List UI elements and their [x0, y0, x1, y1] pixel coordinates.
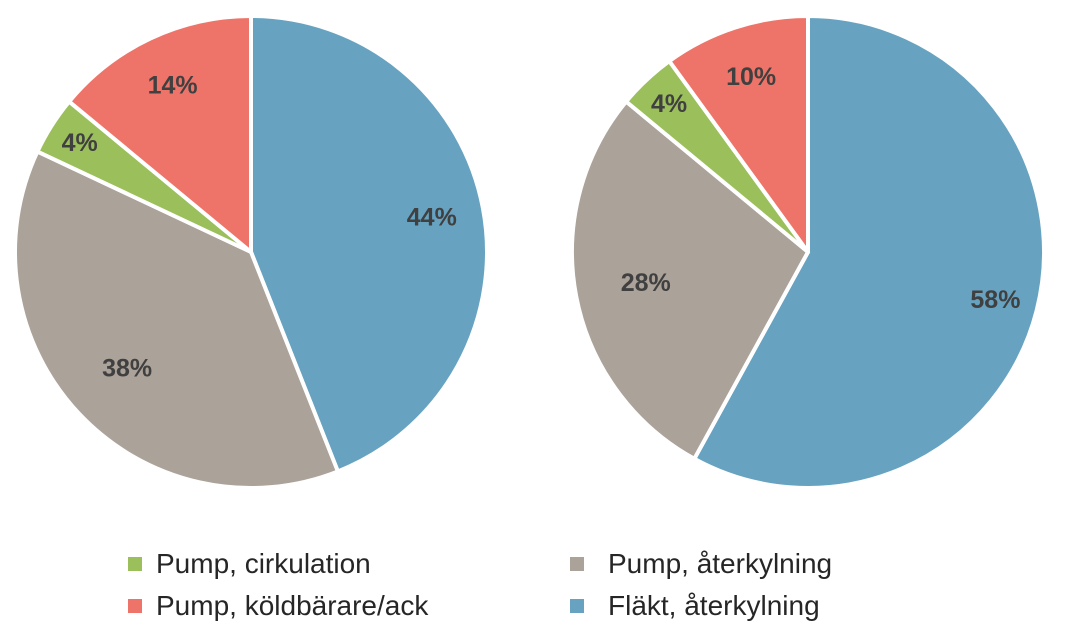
pie1-label-pump-cirkulation: 4%: [62, 129, 98, 157]
legend: Pump, cirkulation Pump, återkylning Pump…: [0, 540, 1068, 640]
pie1-slice-pump-koldbarare: [67, 14, 253, 254]
pie1-label-pump-aterkylning: 38%: [102, 354, 152, 382]
legend-item-pump-aterkylning: Pump, återkylning: [570, 548, 832, 580]
pie2-slice-flakt-aterkylning: [692, 14, 1046, 490]
pie1-label-pump-koldbarare: 14%: [148, 71, 198, 99]
pie2-label-pump-koldbarare: 10%: [726, 63, 776, 91]
pie2-label-pump-cirkulation: 4%: [651, 90, 687, 118]
pie2-label-pump-aterkylning: 28%: [621, 269, 671, 297]
pie-charts: 44% 38% 4% 14% 58% 28% 4% 10%: [13, 14, 1046, 490]
pie2-slice-pump-aterkylning: [570, 99, 810, 461]
legend-label: Fläkt, återkylning: [608, 590, 820, 621]
pie1-slice-flakt-aterkylning: [249, 14, 489, 474]
legend-swatch: [570, 599, 584, 613]
legend-item-flakt-aterkylning: Fläkt, återkylning: [570, 590, 820, 622]
pie2-label-flakt-aterkylning: 58%: [970, 286, 1020, 314]
legend-swatch: [128, 599, 142, 613]
pie1-slice-pump-aterkylning: [13, 149, 340, 490]
pie2-slice-pump-koldbarare: [667, 14, 810, 254]
legend-label: Pump, cirkulation: [156, 548, 371, 579]
legend-swatch: [570, 557, 584, 571]
legend-swatch: [128, 557, 142, 571]
legend-item-pump-cirkulation: Pump, cirkulation: [128, 548, 371, 580]
legend-label: Pump, återkylning: [608, 548, 833, 579]
pie1-label-flakt-aterkylning: 44%: [407, 204, 457, 232]
legend-item-pump-koldbarare: Pump, köldbärare/ack: [128, 590, 428, 622]
legend-label: Pump, köldbärare/ack: [156, 590, 429, 621]
